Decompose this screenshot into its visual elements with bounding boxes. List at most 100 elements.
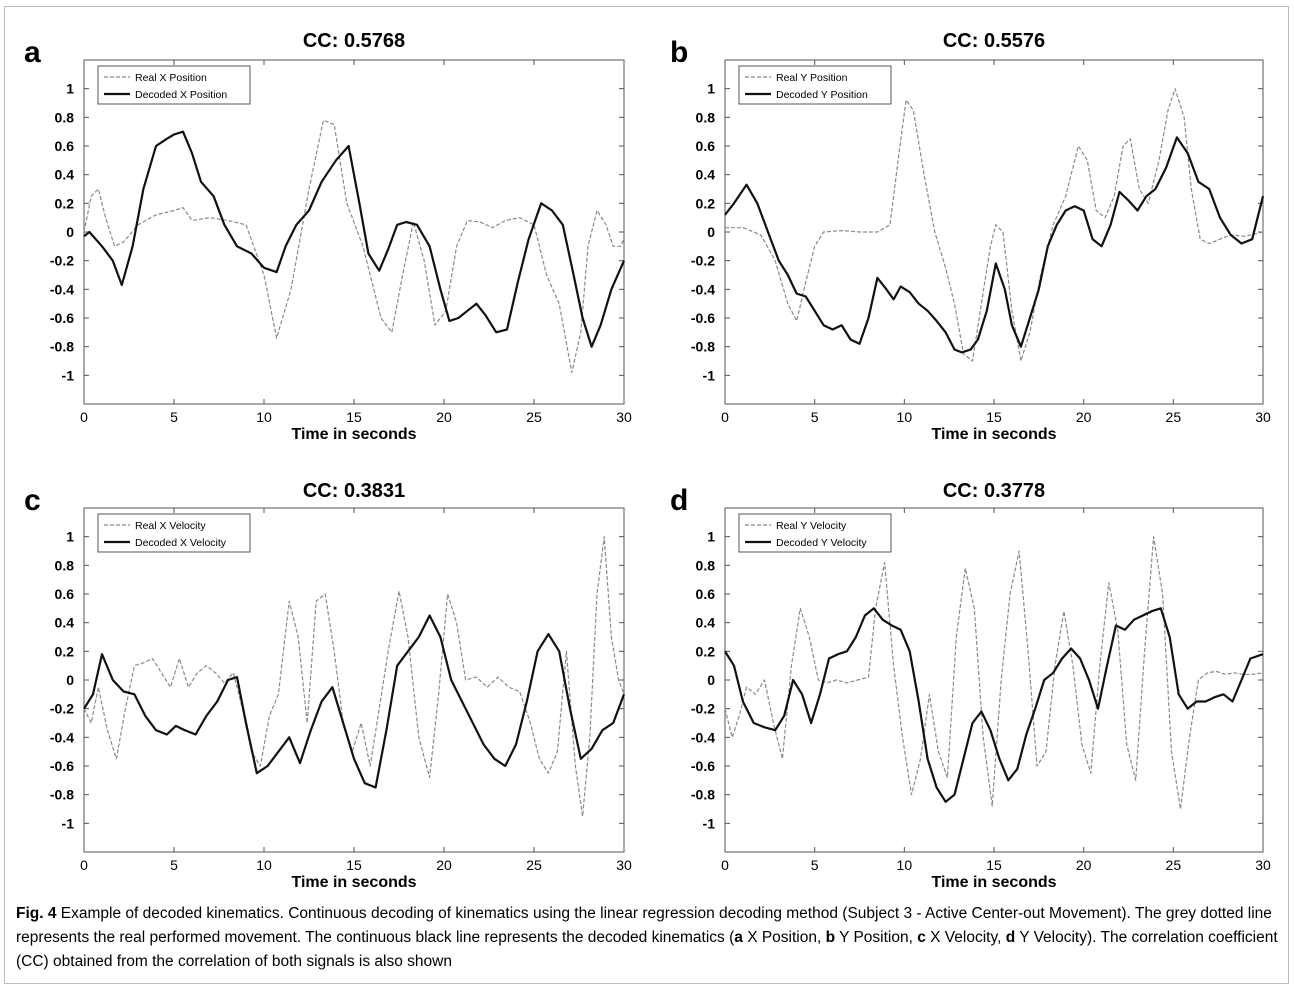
y-tick-label: -0.8 bbox=[50, 339, 74, 355]
y-tick-label: -0.8 bbox=[691, 787, 715, 803]
caption-part-c-text: X Velocity, bbox=[925, 929, 1006, 946]
x-tick-label: 25 bbox=[1166, 857, 1182, 873]
legend-entry-label: Decoded Y Velocity bbox=[776, 537, 867, 549]
panel-label-b: b bbox=[670, 36, 689, 69]
y-tick-label: 0 bbox=[66, 224, 74, 240]
x-tick-label: 15 bbox=[346, 409, 362, 425]
y-tick-label: 0.8 bbox=[696, 557, 716, 573]
y-tick-label: 0.4 bbox=[55, 615, 75, 631]
series-line-real bbox=[83, 536, 625, 817]
y-tick-label: 0.4 bbox=[696, 615, 716, 631]
x-axis-label: Time in seconds bbox=[291, 426, 416, 443]
y-tick-label: 0.8 bbox=[55, 109, 75, 125]
series-line-real bbox=[725, 88, 1264, 362]
x-tick-label: 20 bbox=[1076, 409, 1092, 425]
y-tick-label: 0.2 bbox=[55, 195, 75, 211]
x-axis-label: Time in seconds bbox=[931, 426, 1056, 443]
y-tick-label: 0.6 bbox=[55, 586, 75, 602]
plot-area-frame bbox=[724, 507, 1264, 853]
y-tick-label: 0.8 bbox=[55, 557, 75, 573]
y-tick-label: -0.4 bbox=[50, 281, 74, 297]
x-tick-label: 25 bbox=[526, 409, 542, 425]
y-tick-label: 0.6 bbox=[696, 586, 716, 602]
series-line-decoded bbox=[724, 136, 1265, 354]
x-tick-label: 0 bbox=[80, 409, 88, 425]
y-tick-label: 0 bbox=[707, 224, 715, 240]
y-tick-label: 1 bbox=[707, 81, 715, 97]
series-line-real bbox=[83, 119, 625, 374]
y-tick-label: 0.6 bbox=[696, 138, 716, 154]
legend-entry-label: Real X Position bbox=[135, 72, 207, 84]
x-tick-label: 25 bbox=[1166, 409, 1182, 425]
legend-entry-label: Decoded X Velocity bbox=[135, 537, 227, 549]
x-tick-label: 30 bbox=[616, 409, 632, 425]
series-line-decoded bbox=[724, 607, 1264, 803]
chart-title: CC: 0.3778 bbox=[943, 480, 1045, 502]
x-tick-label: 0 bbox=[721, 857, 729, 873]
x-tick-label: 5 bbox=[811, 857, 819, 873]
y-tick-label: 1 bbox=[707, 529, 715, 545]
y-tick-label: -1 bbox=[62, 367, 75, 383]
y-tick-label: -1 bbox=[703, 367, 716, 383]
caption-part-a-text: X Position, bbox=[742, 929, 826, 946]
caption-part-b: b bbox=[825, 929, 836, 946]
y-tick-label: -0.4 bbox=[50, 729, 74, 745]
x-axis-label: Time in seconds bbox=[931, 874, 1056, 891]
x-tick-label: 20 bbox=[436, 409, 452, 425]
caption-part-d-text: Y Velocity). The correlation coefficient… bbox=[16, 929, 1278, 970]
panel-label-d: d bbox=[670, 484, 689, 517]
x-tick-label: 5 bbox=[811, 409, 819, 425]
chart-title: CC: 0.3831 bbox=[303, 480, 405, 502]
caption-part-c: c bbox=[917, 929, 926, 946]
y-tick-label: 0 bbox=[707, 672, 715, 688]
figure-caption: Fig. 4 Example of decoded kinematics. Co… bbox=[16, 902, 1278, 974]
panel-label-a: a bbox=[24, 36, 41, 69]
x-tick-label: 10 bbox=[256, 857, 272, 873]
caption-part-b-text: Y Position, bbox=[835, 929, 918, 946]
legend-box bbox=[97, 513, 251, 553]
x-tick-label: 20 bbox=[436, 857, 452, 873]
x-tick-label: 10 bbox=[897, 409, 913, 425]
y-tick-label: 1 bbox=[66, 529, 74, 545]
y-tick-label: -0.2 bbox=[691, 701, 715, 717]
y-tick-label: -0.2 bbox=[691, 253, 715, 269]
y-tick-label: -0.6 bbox=[50, 310, 74, 326]
y-tick-label: -1 bbox=[703, 815, 716, 831]
y-tick-label: 0.4 bbox=[55, 167, 75, 183]
y-tick-label: 1 bbox=[66, 81, 74, 97]
y-tick-label: -0.2 bbox=[50, 253, 74, 269]
y-tick-label: -0.6 bbox=[50, 758, 74, 774]
legend-entry-label: Real X Velocity bbox=[135, 520, 206, 532]
figure-frame bbox=[4, 6, 1289, 984]
legend-entry-label: Decoded X Position bbox=[135, 89, 227, 101]
y-tick-label: 0.4 bbox=[696, 167, 716, 183]
legend-entry-label: Real Y Velocity bbox=[776, 520, 847, 532]
legend-entry-label: Real Y Position bbox=[776, 72, 848, 84]
x-tick-label: 0 bbox=[721, 409, 729, 425]
x-tick-label: 20 bbox=[1076, 857, 1092, 873]
y-tick-label: -0.6 bbox=[691, 758, 715, 774]
legend-box bbox=[738, 513, 892, 553]
y-tick-label: -0.8 bbox=[50, 787, 74, 803]
y-tick-label: -0.4 bbox=[691, 281, 715, 297]
series-line-decoded bbox=[83, 130, 626, 348]
y-tick-label: 0.6 bbox=[55, 138, 75, 154]
y-tick-label: 0.8 bbox=[696, 109, 716, 125]
x-tick-label: 15 bbox=[986, 409, 1002, 425]
y-tick-label: -0.8 bbox=[691, 339, 715, 355]
x-tick-label: 30 bbox=[616, 857, 632, 873]
x-tick-label: 15 bbox=[986, 857, 1002, 873]
x-tick-label: 5 bbox=[170, 857, 178, 873]
y-tick-label: -0.4 bbox=[691, 729, 715, 745]
y-tick-label: 0.2 bbox=[696, 643, 716, 659]
x-tick-label: 25 bbox=[526, 857, 542, 873]
x-tick-label: 10 bbox=[897, 857, 913, 873]
caption-label: Fig. 4 bbox=[16, 905, 57, 922]
y-tick-label: -0.2 bbox=[50, 701, 74, 717]
legend-box bbox=[97, 65, 251, 105]
x-tick-label: 30 bbox=[1255, 409, 1271, 425]
y-tick-label: 0.2 bbox=[55, 643, 75, 659]
